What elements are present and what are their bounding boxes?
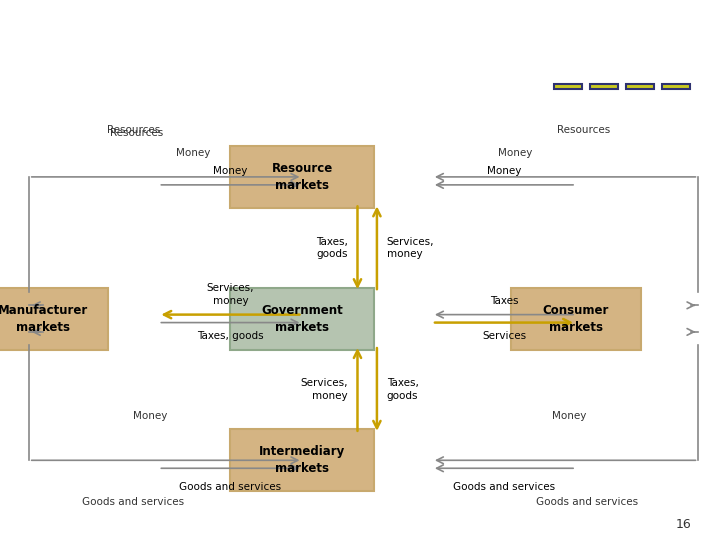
Text: Services,
money: Services, money (387, 237, 434, 259)
FancyBboxPatch shape (230, 429, 374, 491)
FancyBboxPatch shape (662, 84, 690, 90)
Text: Goods and services: Goods and services (82, 497, 184, 508)
Text: Goods and services: Goods and services (179, 482, 282, 491)
Text: Money: Money (176, 147, 211, 158)
Text: Money: Money (487, 166, 521, 176)
Text: Resources: Resources (557, 125, 610, 135)
Text: Intermediary
markets: Intermediary markets (259, 446, 346, 475)
Text: Taxes: Taxes (490, 296, 518, 306)
Text: Money: Money (133, 411, 168, 421)
Text: Government
markets: Government markets (261, 303, 343, 334)
FancyBboxPatch shape (230, 288, 374, 349)
Text: Goods and services: Goods and services (453, 482, 555, 491)
Text: Manufacturer
markets: Manufacturer markets (0, 303, 89, 334)
FancyBboxPatch shape (554, 84, 582, 90)
Text: Services,
money: Services, money (300, 378, 348, 401)
Text: Taxes, goods: Taxes, goods (197, 332, 264, 341)
Text: Resource
markets: Resource markets (271, 162, 333, 192)
Text: Resources: Resources (107, 125, 160, 135)
Text: Taxes,
goods: Taxes, goods (387, 378, 418, 401)
Text: Resources: Resources (110, 127, 163, 138)
FancyBboxPatch shape (0, 288, 108, 349)
Text: Money: Money (552, 411, 587, 421)
Text: Goods and services: Goods and services (536, 497, 638, 508)
FancyBboxPatch shape (511, 288, 641, 349)
Text: Taxes,
goods: Taxes, goods (316, 237, 348, 259)
FancyBboxPatch shape (590, 84, 618, 90)
Text: Money: Money (213, 166, 248, 176)
Text: 16: 16 (675, 518, 691, 531)
Text: Figure 1.1 Structure of Flows in a
Modern Exchange Economy: Figure 1.1 Structure of Flows in a Moder… (123, 17, 597, 71)
Text: Services,
money: Services, money (207, 284, 254, 306)
Text: Money: Money (498, 147, 533, 158)
Text: Services: Services (482, 332, 526, 341)
FancyBboxPatch shape (230, 146, 374, 208)
FancyBboxPatch shape (626, 84, 654, 90)
Text: Consumer
markets: Consumer markets (543, 303, 609, 334)
